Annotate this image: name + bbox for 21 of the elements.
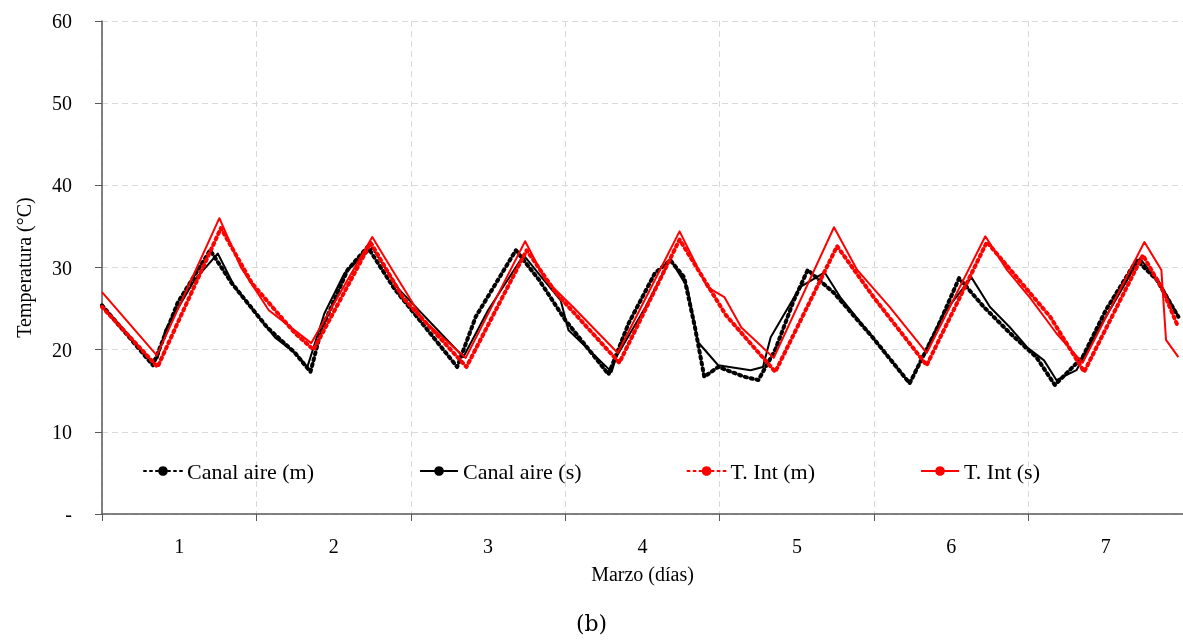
x-tick-label: 3	[483, 535, 494, 557]
y-axis-title: Temperatura (°C)	[13, 197, 36, 338]
x-tick-label: 7	[1100, 535, 1111, 557]
y-tick-label: -	[65, 503, 72, 525]
y-tick-label: 60	[52, 10, 72, 32]
x-tick-label: 5	[791, 535, 802, 557]
legend-label: T. Int (s)	[964, 458, 1041, 484]
legend-label: T. Int (m)	[730, 458, 816, 484]
legend-label: Canal aire (m)	[186, 458, 315, 484]
x-tick-label: 6	[946, 535, 957, 557]
x-axis-title: Marzo (días)	[591, 563, 694, 586]
y-tick-label: 50	[52, 92, 72, 115]
x-tick-label: 1	[174, 535, 185, 557]
x-tick-label: 4	[637, 535, 648, 557]
x-tick-label: 2	[328, 535, 339, 557]
y-tick-label: 40	[52, 174, 72, 197]
y-tick-label: 20	[52, 338, 72, 361]
text: (b)	[575, 610, 608, 636]
legend-label: Canal aire (s)	[463, 458, 582, 484]
y-tick-label: 30	[52, 256, 72, 279]
y-tick-label: 10	[52, 420, 72, 443]
